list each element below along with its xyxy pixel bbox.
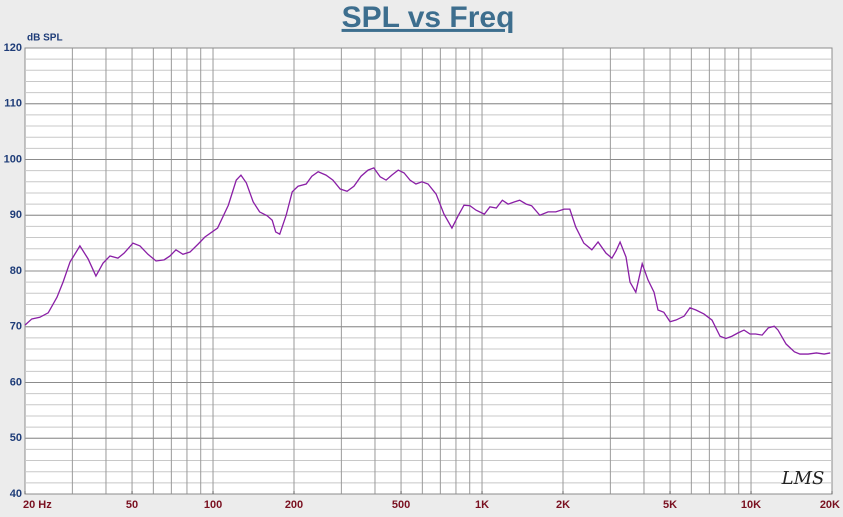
- x-tick-label: 50: [126, 499, 138, 511]
- y-tick-label: 70: [10, 321, 22, 333]
- x-tick-label: 20K: [820, 499, 840, 511]
- y-tick-label: 40: [10, 488, 22, 500]
- y-tick-label: 50: [10, 432, 22, 444]
- x-tick-label: 100: [204, 499, 222, 511]
- y-tick-label: 110: [4, 98, 22, 110]
- chart-title: SPL vs Freq: [342, 1, 515, 34]
- x-tick-label: 500: [392, 499, 410, 511]
- y-axis-label: dB SPL: [27, 33, 63, 44]
- x-tick-label: 1K: [475, 499, 489, 511]
- y-tick-label: 90: [10, 209, 22, 221]
- y-tick-label: 120: [4, 42, 22, 54]
- x-tick-label: 10K: [741, 499, 761, 511]
- watermark: LMS: [781, 468, 825, 489]
- y-tick-label: 80: [10, 265, 22, 277]
- y-tick-label: 60: [10, 376, 22, 388]
- spl-line: [24, 167, 831, 355]
- x-tick-label: 200: [285, 499, 303, 511]
- x-tick-label: 20 Hz: [23, 499, 52, 511]
- y-tick-label: 100: [4, 153, 22, 165]
- x-tick-label: 2K: [556, 499, 570, 511]
- x-tick-label: 5K: [663, 499, 677, 511]
